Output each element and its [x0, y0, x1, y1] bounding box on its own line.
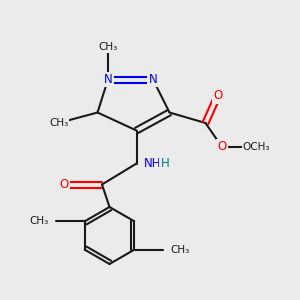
Text: CH₃: CH₃	[170, 245, 189, 255]
Text: N: N	[148, 73, 158, 86]
Text: O: O	[60, 178, 69, 191]
Text: O: O	[213, 89, 222, 103]
Text: CH₃: CH₃	[49, 118, 68, 128]
Text: H: H	[160, 157, 169, 170]
Text: CH₃: CH₃	[98, 41, 118, 52]
Text: O: O	[218, 140, 226, 154]
Text: OCH₃: OCH₃	[243, 142, 270, 152]
Text: NH: NH	[144, 157, 161, 170]
Text: CH₃: CH₃	[30, 216, 49, 226]
Text: N: N	[103, 73, 112, 86]
